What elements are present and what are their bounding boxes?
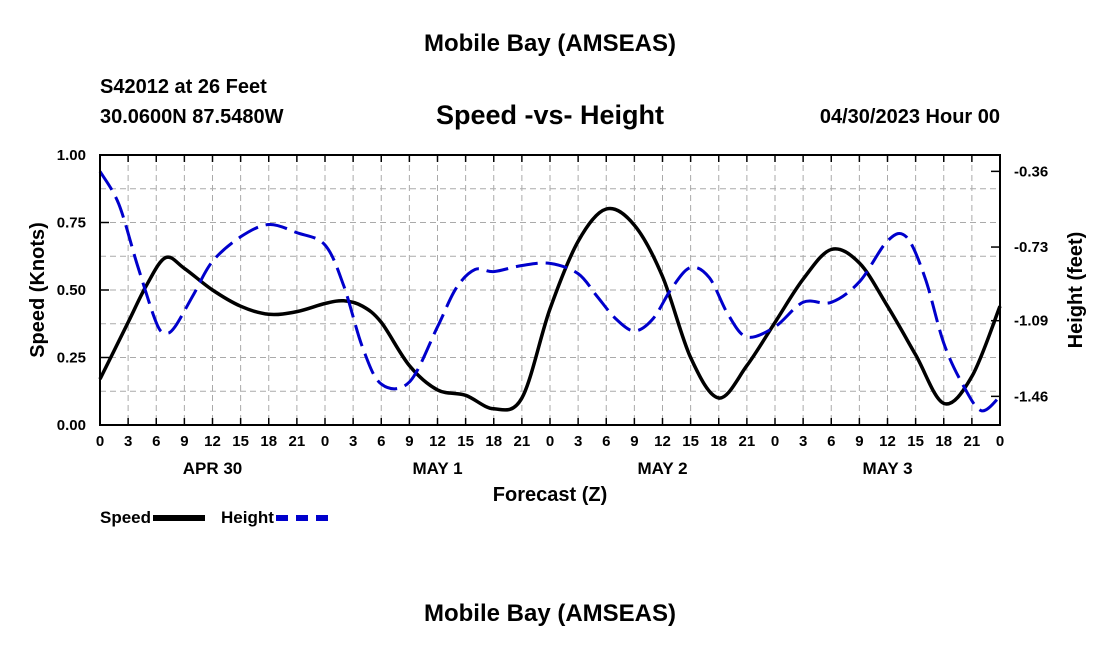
x-tick-label: 3 [124,433,132,450]
x-tick-label: 3 [799,433,807,450]
x-tick-label: 9 [630,433,638,450]
x-tick-label: 18 [710,433,727,450]
x-tick-label: 12 [879,433,896,450]
y-axis-right-title: Height (feet) [1065,232,1087,349]
x-tick-label: 21 [739,433,756,450]
x-axis-title: Forecast (Z) [493,484,607,506]
x-tick-label: 9 [855,433,863,450]
x-tick-label: 15 [457,433,474,450]
forecast-datetime: 04/30/2023 Hour 00 [819,106,1000,128]
x-tick-label: 15 [907,433,924,450]
y-left-tick-label: 0.75 [57,215,86,232]
speed-height-chart: 0 3 6 9 12 15 18 21 0 3 6 9 12 15 18 21 0 3 6 9 12 15 18 21 0 3 6 9… [27,147,1087,506]
series-line-height [98,170,1002,413]
x-tick-label: 21 [964,433,981,450]
x-tick-label: 18 [935,433,952,450]
x-tick-label: 9 [180,433,188,450]
date-label: MAY 1 [412,459,462,478]
chart-title-bottom: Mobile Bay (AMSEAS) [423,600,677,627]
chart-title-top: Mobile Bay (AMSEAS) [423,30,677,57]
x-tick-label: 15 [682,433,699,450]
x-tick-label: 6 [602,433,610,450]
series-line-speed [98,206,1002,412]
x-tick-label: 12 [654,433,671,450]
y-left-tick-label: 0.25 [57,350,86,367]
x-tick-label: 3 [349,433,357,450]
y-axis-left-title: Speed (Knots) [27,222,49,358]
x-tick-label: 0 [546,433,554,450]
grid-layer [100,155,1000,425]
legend-height-label: Height [221,508,274,527]
y-left-tick-label: 0.50 [57,282,86,299]
x-tick-label: 12 [204,433,221,450]
x-tick-label: 3 [574,433,582,450]
tick-layer [99,154,1001,426]
x-tick-label: 21 [289,433,306,450]
label-layer: 0 3 6 9 12 15 18 21 0 3 6 9 12 15 18 21 0 3 6 9 12 15 18 21 0 3 6 9… [57,147,1048,478]
x-tick-label: 0 [321,433,329,450]
date-label: MAY 3 [862,459,912,478]
y-left-tick-label: 1.00 [57,147,86,164]
x-tick-label: 6 [377,433,385,450]
x-tick-label: 12 [429,433,446,450]
date-label: APR 30 [183,459,243,478]
x-tick-label: 0 [771,433,779,450]
series-layer [98,170,1002,413]
chart-subtitle: Speed -vs- Height [435,100,665,130]
coordinates-label: 30.0600N 87.5480W [100,106,284,128]
x-tick-label: 6 [152,433,160,450]
x-tick-label: 6 [827,433,835,450]
legend-speed-label: Speed [100,508,152,527]
x-tick-label: 9 [405,433,413,450]
legend-speed-swatch [153,515,206,521]
x-tick-label: 21 [514,433,531,450]
y-right-tick-label: -0.73 [1014,239,1048,256]
x-tick-label: 18 [485,433,502,450]
x-tick-label: 0 [96,433,104,450]
y-right-tick-label: -1.09 [1014,313,1048,330]
legend-height-swatch [275,515,328,521]
x-tick-label: 15 [232,433,249,450]
y-right-tick-label: -1.46 [1014,388,1048,405]
station-label: S42012 at 26 Feet [100,76,267,98]
legend: Speed Height [100,508,344,528]
y-left-tick-label: 0.00 [57,417,86,434]
legend-item-speed: Speed [100,508,206,528]
x-tick-label: 18 [260,433,277,450]
date-label: MAY 2 [637,459,687,478]
y-right-tick-label: -0.36 [1014,163,1048,180]
legend-item-height: Height [221,508,328,528]
x-tick-label: 0 [996,433,1004,450]
